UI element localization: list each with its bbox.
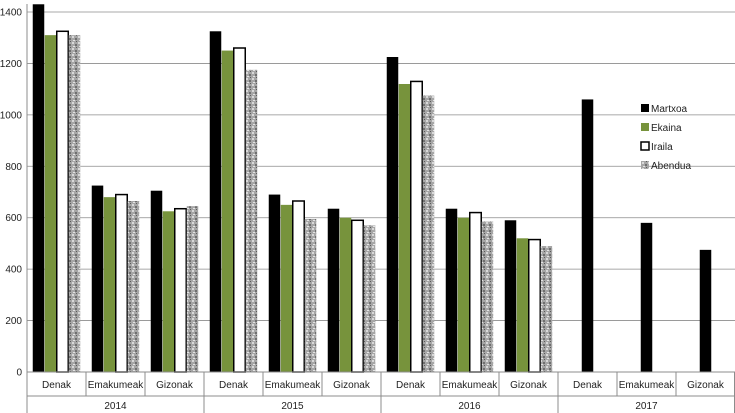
bar-abendua-2 (186, 206, 199, 372)
y-tick-label: 800 (5, 162, 22, 173)
category-label: Gizonak (510, 380, 548, 391)
bar-martxoa-11 (699, 249, 712, 372)
bar-abendua-1 (127, 201, 140, 372)
bar-ekaina-5 (339, 217, 352, 372)
bar-abendua-4 (304, 219, 317, 372)
y-tick-label: 1000 (0, 110, 22, 121)
bar-abendua-6 (422, 95, 435, 373)
category-label: Gizonak (687, 380, 725, 391)
category-label: Denak (573, 380, 603, 391)
bar-iraila-5 (351, 219, 364, 373)
legend-label-ekaina: Ekaina (651, 123, 682, 134)
y-tick-label: 1200 (0, 59, 22, 70)
bar-martxoa-3 (209, 31, 222, 373)
legend-label-iraila: Iraila (651, 142, 673, 153)
bar-ekaina-6 (398, 84, 411, 372)
legend: Martxoa Ekaina Iraila Abendua (640, 104, 691, 172)
category-labels: Denak Emakumeak Gizonak Denak Emakumeak Gizon… (42, 380, 725, 391)
bar-abendua-3 (245, 69, 258, 372)
bar-iraila-6 (410, 80, 423, 373)
bar-martxoa-8 (504, 220, 517, 372)
group-label: 2014 (104, 401, 127, 412)
category-label: Gizonak (156, 380, 194, 391)
bar-iraila-8 (528, 238, 541, 373)
category-label: Denak (42, 380, 72, 391)
y-axis-ticks: 0 200 400 600 800 1000 1200 1400 (0, 8, 22, 379)
bar-martxoa-5 (327, 208, 340, 372)
group-label: 2015 (281, 401, 304, 412)
legend-label-martxoa: Martxoa (651, 104, 688, 115)
category-label: Denak (219, 380, 249, 391)
bar-iraila-7 (469, 211, 482, 373)
bar-ekaina-3 (221, 50, 234, 372)
bar-ekaina-8 (516, 238, 529, 372)
legend-swatch-abendua (641, 161, 649, 169)
bar-martxoa-4 (268, 194, 281, 372)
group-labels: 2014 2015 2016 2017 (104, 401, 658, 412)
bar-iraila-2 (174, 207, 187, 373)
bar-abendua-0 (68, 35, 81, 373)
category-label: Emakumeak (265, 380, 322, 391)
bars (32, 4, 712, 373)
legend-swatch-iraila (640, 141, 650, 151)
bar-iraila-1 (115, 193, 128, 373)
bar-iraila-0 (56, 30, 69, 373)
y-tick-label: 200 (5, 316, 22, 327)
bar-abendua-5 (363, 225, 376, 372)
legend-swatch-martxoa (641, 104, 649, 112)
bar-martxoa-10 (640, 222, 653, 372)
bar-martxoa-7 (445, 208, 458, 372)
bar-martxoa-0 (32, 4, 45, 373)
bar-ekaina-7 (457, 217, 470, 372)
category-label: Emakumeak (619, 380, 676, 391)
bar-iraila-3 (233, 47, 246, 373)
legend-label-abendua: Abendua (651, 161, 691, 172)
bar-ekaina-2 (162, 211, 175, 372)
category-label: Emakumeak (88, 380, 145, 391)
bar-abendua-7 (481, 221, 494, 372)
bar-ekaina-0 (44, 35, 57, 373)
category-label: Emakumeak (442, 380, 499, 391)
group-label: 2016 (458, 401, 481, 412)
bar-martxoa-2 (150, 190, 163, 372)
group-label: 2017 (635, 401, 658, 412)
bar-abendua-8 (540, 246, 553, 372)
y-tick-label: 0 (16, 368, 22, 379)
bar-martxoa-1 (91, 185, 104, 372)
bar-martxoa-9 (581, 99, 594, 372)
y-tick-label: 600 (5, 213, 22, 224)
y-tick-label: 400 (5, 265, 22, 276)
y-tick-label: 1400 (0, 8, 22, 19)
legend-swatch-ekaina (641, 123, 649, 131)
bar-ekaina-1 (103, 197, 116, 372)
category-label: Denak (396, 380, 426, 391)
category-label: Gizonak (333, 380, 371, 391)
bar-ekaina-4 (280, 204, 293, 372)
bar-martxoa-6 (386, 57, 399, 372)
grid-lines (27, 11, 735, 321)
bar-iraila-4 (292, 200, 305, 373)
